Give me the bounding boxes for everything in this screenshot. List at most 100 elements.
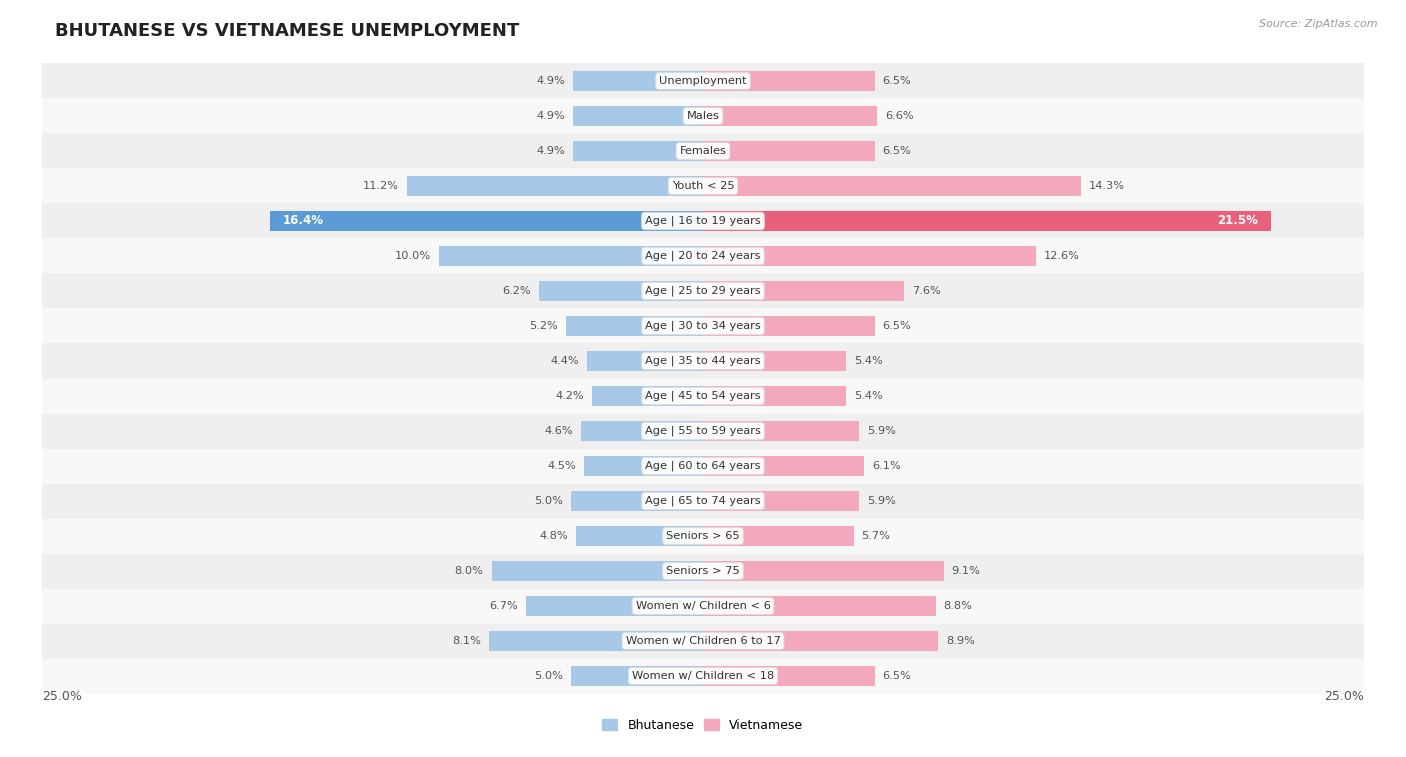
Bar <box>42 133 1364 169</box>
Bar <box>574 107 703 126</box>
Bar <box>42 378 1364 413</box>
Bar <box>42 413 1364 448</box>
Bar <box>592 386 703 406</box>
Text: Age | 25 to 29 years: Age | 25 to 29 years <box>645 285 761 296</box>
Text: 5.0%: 5.0% <box>534 671 562 681</box>
Bar <box>703 422 859 441</box>
Bar <box>703 597 935 615</box>
Text: 6.6%: 6.6% <box>886 111 914 121</box>
Text: 4.9%: 4.9% <box>537 76 565 86</box>
Bar <box>703 246 1036 266</box>
Bar <box>574 71 703 91</box>
Text: 4.2%: 4.2% <box>555 391 583 401</box>
Text: Age | 16 to 19 years: Age | 16 to 19 years <box>645 216 761 226</box>
Bar <box>703 351 846 371</box>
Bar <box>703 282 904 301</box>
Text: Source: ZipAtlas.com: Source: ZipAtlas.com <box>1260 19 1378 29</box>
Text: 5.4%: 5.4% <box>853 356 883 366</box>
Bar <box>42 273 1364 309</box>
Text: Age | 35 to 44 years: Age | 35 to 44 years <box>645 356 761 366</box>
Bar <box>270 211 703 231</box>
Bar <box>406 176 703 195</box>
Text: 12.6%: 12.6% <box>1045 251 1080 261</box>
Bar <box>565 316 703 335</box>
Text: 8.1%: 8.1% <box>453 636 481 646</box>
Bar <box>703 142 875 160</box>
Text: BHUTANESE VS VIETNAMESE UNEMPLOYMENT: BHUTANESE VS VIETNAMESE UNEMPLOYMENT <box>55 22 520 40</box>
Bar <box>583 456 703 475</box>
Text: 4.6%: 4.6% <box>546 426 574 436</box>
Bar <box>586 351 703 371</box>
Bar <box>42 238 1364 273</box>
Bar <box>42 204 1364 238</box>
Bar <box>703 526 853 546</box>
Legend: Bhutanese, Vietnamese: Bhutanese, Vietnamese <box>598 714 808 737</box>
Text: Youth < 25: Youth < 25 <box>672 181 734 191</box>
Bar <box>42 98 1364 133</box>
Text: Seniors > 65: Seniors > 65 <box>666 531 740 541</box>
Text: Age | 45 to 54 years: Age | 45 to 54 years <box>645 391 761 401</box>
Bar <box>703 456 865 475</box>
Bar <box>703 71 875 91</box>
Text: Unemployment: Unemployment <box>659 76 747 86</box>
Text: 16.4%: 16.4% <box>283 214 323 228</box>
Bar <box>42 484 1364 519</box>
Text: 7.6%: 7.6% <box>912 286 941 296</box>
Bar <box>571 491 703 511</box>
Bar <box>526 597 703 615</box>
Text: 25.0%: 25.0% <box>1324 690 1364 703</box>
Bar <box>703 211 1271 231</box>
Text: 6.5%: 6.5% <box>883 321 911 331</box>
Bar <box>439 246 703 266</box>
Bar <box>42 169 1364 204</box>
Bar <box>703 562 943 581</box>
Bar <box>576 526 703 546</box>
Text: 5.2%: 5.2% <box>529 321 558 331</box>
Text: Age | 65 to 74 years: Age | 65 to 74 years <box>645 496 761 506</box>
Text: 6.5%: 6.5% <box>883 671 911 681</box>
Text: Females: Females <box>679 146 727 156</box>
Text: 4.5%: 4.5% <box>547 461 576 471</box>
Text: 6.1%: 6.1% <box>872 461 901 471</box>
Bar <box>42 344 1364 378</box>
Text: Women w/ Children < 18: Women w/ Children < 18 <box>631 671 775 681</box>
Bar <box>582 422 703 441</box>
Text: Age | 55 to 59 years: Age | 55 to 59 years <box>645 425 761 436</box>
Bar <box>42 64 1364 98</box>
Text: Males: Males <box>686 111 720 121</box>
Bar <box>42 659 1364 693</box>
Bar <box>574 142 703 160</box>
Bar <box>42 519 1364 553</box>
Text: Age | 20 to 24 years: Age | 20 to 24 years <box>645 251 761 261</box>
Bar <box>538 282 703 301</box>
Bar <box>492 562 703 581</box>
Text: Women w/ Children < 6: Women w/ Children < 6 <box>636 601 770 611</box>
Bar <box>571 666 703 686</box>
Text: Women w/ Children 6 to 17: Women w/ Children 6 to 17 <box>626 636 780 646</box>
Bar <box>703 386 846 406</box>
Text: 4.8%: 4.8% <box>540 531 568 541</box>
Text: 8.9%: 8.9% <box>946 636 974 646</box>
Text: 6.5%: 6.5% <box>883 146 911 156</box>
Text: 4.4%: 4.4% <box>550 356 579 366</box>
Text: 6.2%: 6.2% <box>502 286 531 296</box>
Bar <box>703 491 859 511</box>
Text: 25.0%: 25.0% <box>42 690 82 703</box>
Bar <box>42 624 1364 659</box>
Bar <box>703 631 938 650</box>
Text: 4.9%: 4.9% <box>537 111 565 121</box>
Text: 21.5%: 21.5% <box>1218 214 1258 228</box>
Bar <box>42 553 1364 588</box>
Text: 5.9%: 5.9% <box>868 496 896 506</box>
Bar <box>703 666 875 686</box>
Bar <box>489 631 703 650</box>
Text: 5.9%: 5.9% <box>868 426 896 436</box>
Text: Age | 30 to 34 years: Age | 30 to 34 years <box>645 321 761 332</box>
Bar <box>703 107 877 126</box>
Text: 6.7%: 6.7% <box>489 601 517 611</box>
Text: 14.3%: 14.3% <box>1088 181 1125 191</box>
Bar <box>42 588 1364 624</box>
Text: 5.4%: 5.4% <box>853 391 883 401</box>
Text: Age | 60 to 64 years: Age | 60 to 64 years <box>645 461 761 472</box>
Bar <box>42 448 1364 484</box>
